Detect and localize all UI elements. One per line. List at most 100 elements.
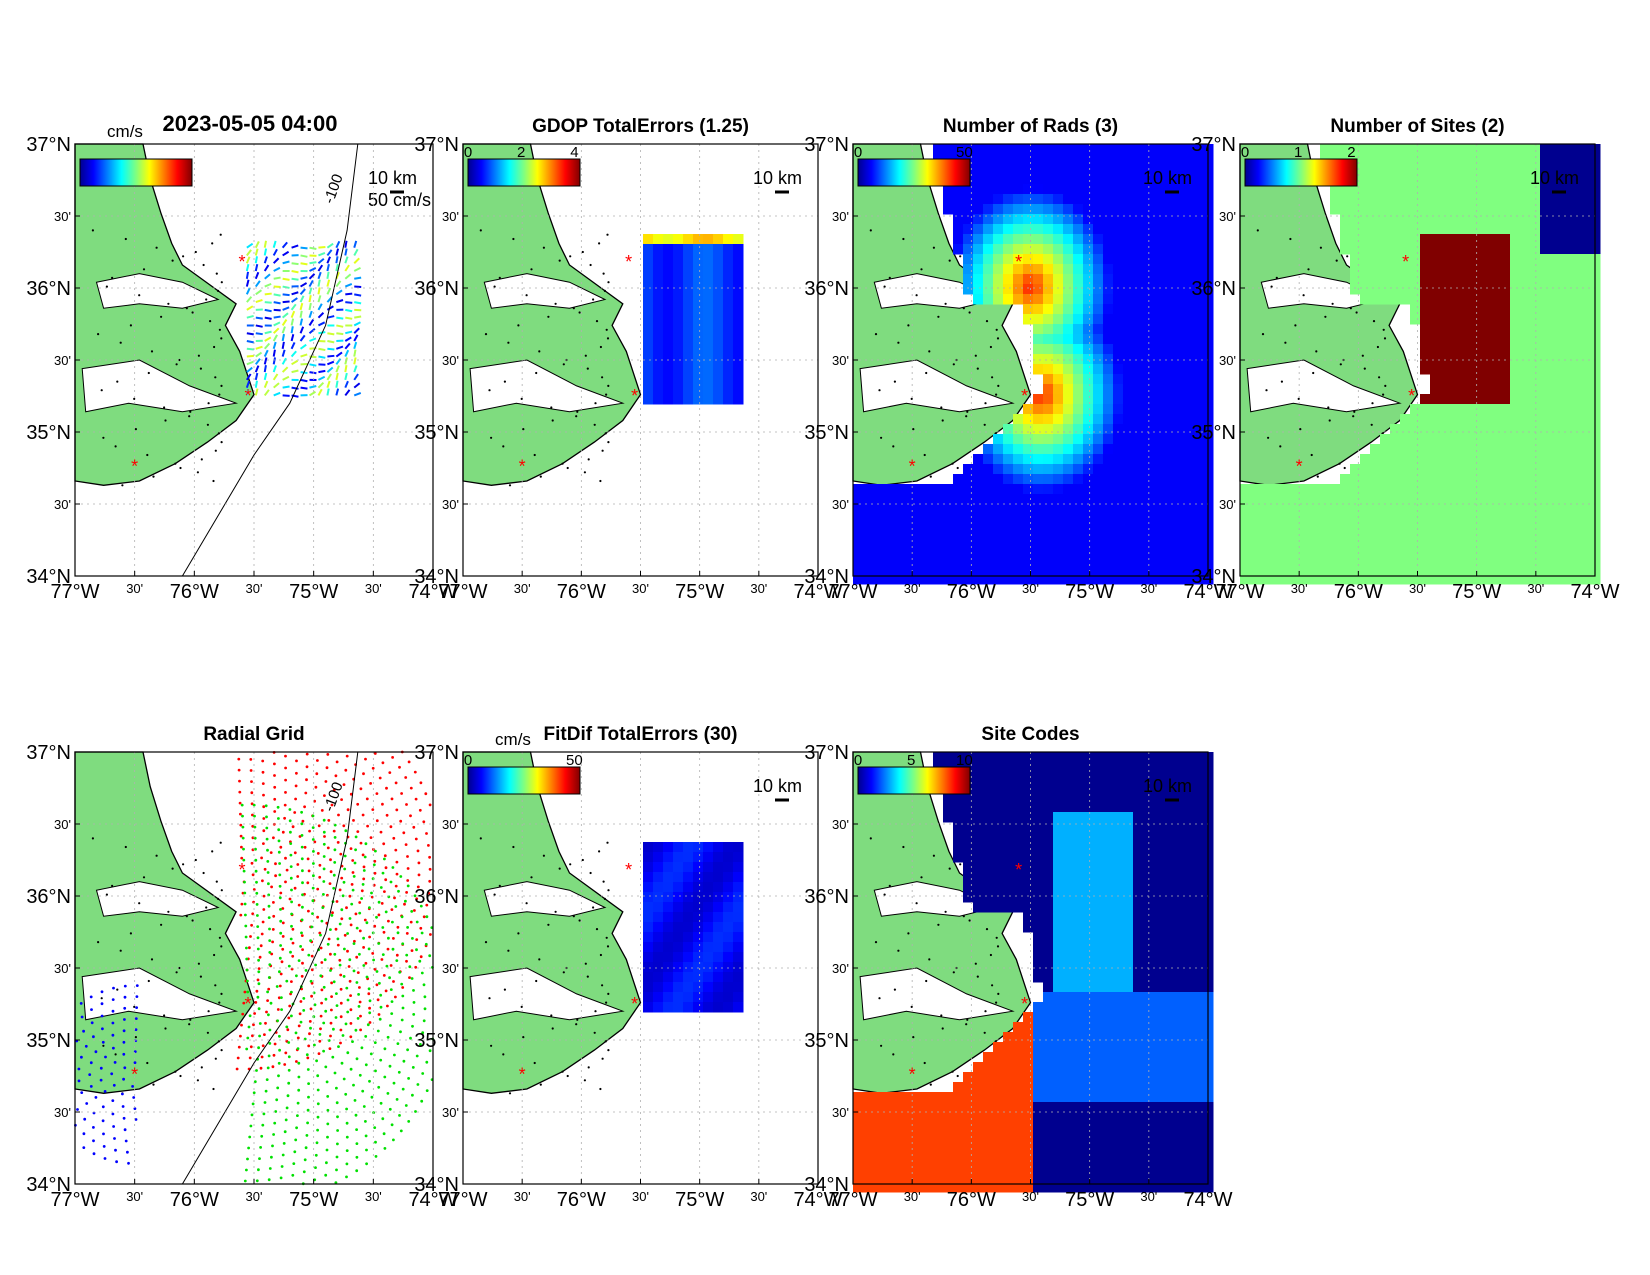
lon-tick-label: 75°W bbox=[675, 581, 724, 603]
panel-title: Radial Grid bbox=[203, 724, 304, 745]
site-marker: * bbox=[909, 1065, 916, 1085]
colorbar-tick-label: 2 bbox=[1347, 144, 1355, 161]
lat-tick-label: 30' bbox=[832, 817, 849, 832]
lat-tick-label: 35°N bbox=[26, 1030, 71, 1052]
lon-tick-label: 30' bbox=[750, 1189, 767, 1204]
lat-tick-label: 30' bbox=[54, 497, 71, 512]
lat-tick-label: 30' bbox=[832, 961, 849, 976]
colorbar bbox=[857, 158, 971, 187]
panel-fitdif: 0 50 cm/s 10 km * * * 77°W 30' 76°W 30' 75°W 30' 74°W… bbox=[414, 724, 842, 1211]
panel-title: Site Codes bbox=[981, 724, 1079, 745]
site-marker: * bbox=[519, 457, 526, 477]
lat-tick-label: 30' bbox=[832, 1105, 849, 1120]
site-marker: * bbox=[245, 994, 252, 1014]
lon-tick-label: 74°W bbox=[1570, 581, 1619, 603]
site-marker: * bbox=[131, 1065, 138, 1085]
lat-tick-label: 37°N bbox=[414, 134, 459, 156]
lon-tick-label: 30' bbox=[1291, 581, 1308, 596]
panel-nsites: 0 1 2 10 km * * * 77°W 30' 76°W 30' 75°W 30' 74°W 34°N… bbox=[1191, 116, 1619, 603]
colorbar bbox=[857, 766, 971, 795]
lat-tick-label: 34°N bbox=[414, 566, 459, 588]
site-marker: * bbox=[1021, 386, 1028, 406]
lon-tick-label: 76°W bbox=[947, 1189, 996, 1211]
lon-tick-label: 77°W bbox=[828, 1189, 877, 1211]
colorbar-tick-label: 50 bbox=[566, 752, 583, 769]
lon-tick-label: 76°W bbox=[1334, 581, 1383, 603]
colorbar-tick-label: 0 bbox=[1241, 144, 1249, 161]
lon-tick-label: 30' bbox=[365, 581, 382, 596]
lat-tick-label: 30' bbox=[832, 209, 849, 224]
lat-tick-label: 30' bbox=[1219, 209, 1236, 224]
lon-tick-label: 30' bbox=[750, 581, 767, 596]
lon-tick-label: 74°W bbox=[1183, 1189, 1232, 1211]
lon-tick-label: 75°W bbox=[1065, 1189, 1114, 1211]
lat-tick-label: 35°N bbox=[414, 422, 459, 444]
scale-label: 10 km bbox=[753, 776, 802, 796]
lon-tick-label: 30' bbox=[904, 581, 921, 596]
lat-tick-label: 30' bbox=[1219, 353, 1236, 368]
panel-title: Number of Sites (2) bbox=[1330, 116, 1504, 137]
lon-tick-label: 30' bbox=[1140, 581, 1157, 596]
lon-tick-label: 76°W bbox=[557, 1189, 606, 1211]
lat-tick-label: 30' bbox=[442, 1105, 459, 1120]
lat-tick-label: 30' bbox=[442, 817, 459, 832]
lat-tick-label: 30' bbox=[442, 961, 459, 976]
lon-tick-label: 30' bbox=[1022, 1189, 1039, 1204]
site-marker: * bbox=[519, 1065, 526, 1085]
colorbar bbox=[79, 158, 193, 187]
lat-tick-label: 36°N bbox=[804, 278, 849, 300]
site-marker: * bbox=[1402, 252, 1409, 272]
colorbar bbox=[467, 158, 581, 187]
colorbar-tick-label: 50 bbox=[956, 144, 973, 161]
site-marker: * bbox=[1296, 457, 1303, 477]
lat-tick-label: 36°N bbox=[26, 278, 71, 300]
scale-label: 10 km bbox=[1143, 168, 1192, 188]
lat-tick-label: 36°N bbox=[414, 278, 459, 300]
lat-tick-label: 37°N bbox=[26, 134, 71, 156]
lon-tick-label: 77°W bbox=[1215, 581, 1264, 603]
lon-tick-label: 77°W bbox=[438, 1189, 487, 1211]
site-marker: * bbox=[239, 252, 246, 272]
lat-tick-label: 34°N bbox=[1191, 566, 1236, 588]
lat-tick-label: 30' bbox=[54, 209, 71, 224]
lat-tick-label: 34°N bbox=[414, 1174, 459, 1196]
site-marker: * bbox=[239, 860, 246, 880]
lat-tick-label: 30' bbox=[442, 353, 459, 368]
lat-tick-label: 37°N bbox=[804, 742, 849, 764]
colorbar-tick-label: 0 bbox=[854, 752, 862, 769]
colorbar-unit: cm/s bbox=[495, 730, 531, 749]
lon-tick-label: 30' bbox=[1140, 1189, 1157, 1204]
vector-scale-label: 50 cm/s bbox=[368, 190, 431, 210]
lon-tick-label: 30' bbox=[514, 581, 531, 596]
lat-tick-label: 30' bbox=[832, 353, 849, 368]
lat-tick-label: 36°N bbox=[414, 886, 459, 908]
colorbar-tick-label: 0 bbox=[854, 144, 862, 161]
lon-tick-label: 30' bbox=[1527, 581, 1544, 596]
panel-sitecodes: 0 5 10 10 km * * * 77°W 30' 76°W 30' 75°W 30' 74°W 34°… bbox=[804, 724, 1232, 1211]
scale-label: 10 km bbox=[1530, 168, 1579, 188]
lat-tick-label: 34°N bbox=[26, 566, 71, 588]
lon-tick-label: 74°W bbox=[1183, 581, 1232, 603]
site-marker: * bbox=[625, 860, 632, 880]
lon-tick-label: 76°W bbox=[557, 581, 606, 603]
site-marker: * bbox=[909, 457, 916, 477]
colorbar-tick-label: 4 bbox=[570, 144, 578, 161]
scale-label: 10 km bbox=[368, 168, 417, 188]
lat-tick-label: 37°N bbox=[804, 134, 849, 156]
lat-tick-label: 36°N bbox=[804, 886, 849, 908]
lat-tick-label: 36°N bbox=[26, 886, 71, 908]
lat-tick-label: 30' bbox=[442, 209, 459, 224]
lat-tick-label: 34°N bbox=[804, 1174, 849, 1196]
panel-title: GDOP TotalErrors (1.25) bbox=[532, 116, 749, 137]
colorbar bbox=[467, 766, 581, 795]
lat-tick-label: 37°N bbox=[1191, 134, 1236, 156]
lon-tick-label: 77°W bbox=[50, 1189, 99, 1211]
colorbar-tick-label: 0 bbox=[464, 144, 472, 161]
colorbar-tick-label: 2 bbox=[517, 144, 525, 161]
panel-nrads: 0 50 10 km * * * 77°W 30' 76°W 30' 75°W 30' 74°W 34°N… bbox=[804, 116, 1232, 603]
date-title: 2023-05-05 04:00 bbox=[163, 111, 338, 136]
lat-tick-label: 30' bbox=[1219, 497, 1236, 512]
lon-tick-label: 76°W bbox=[170, 1189, 219, 1211]
